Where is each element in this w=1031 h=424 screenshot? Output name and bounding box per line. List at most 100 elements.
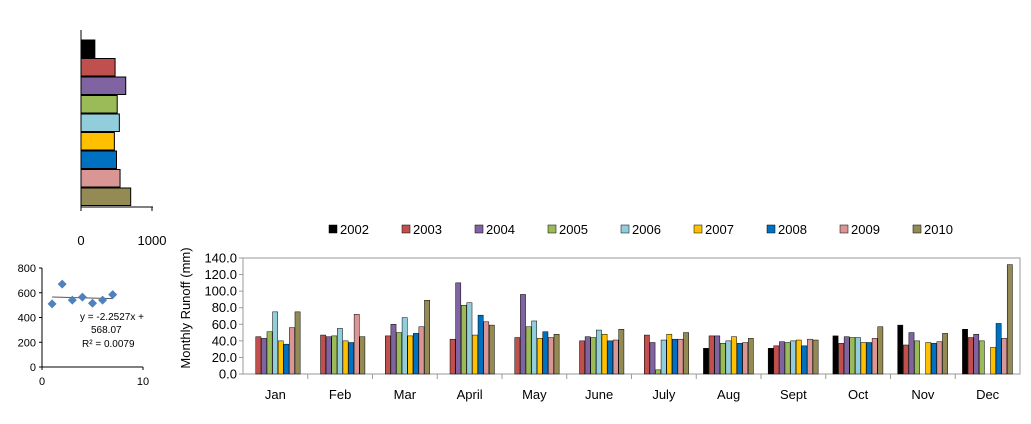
main-bar-July-2004 bbox=[649, 342, 656, 375]
main-bar-May-2008 bbox=[542, 331, 549, 375]
main-bar-June-2009 bbox=[612, 339, 619, 375]
main-bar-Feb-2009 bbox=[353, 314, 360, 375]
main-legend: 2002 2003 2004 2005 2006 2007 2008 2009 2010 bbox=[328, 222, 953, 237]
main-bar-Sept-2006 bbox=[790, 340, 797, 375]
main-y-tick-0: 0.0 bbox=[219, 367, 237, 382]
main-bar-Jan-2003 bbox=[255, 336, 262, 375]
main-bar-Feb-2003 bbox=[320, 334, 326, 375]
main-bar-Nov-2007 bbox=[925, 342, 932, 375]
scatter-y-tick-3: 600 bbox=[18, 288, 36, 300]
scatter-trend-chart: y = -2.2527x + 568.07 R² = 0.0079 0 200 40… bbox=[18, 263, 149, 388]
scatter-point-2 bbox=[57, 279, 67, 289]
main-bar-Mar-2004 bbox=[390, 324, 397, 375]
main-x-tick-Jan: Jan bbox=[265, 387, 286, 402]
main-bar-Sept-2002 bbox=[767, 348, 774, 375]
main-bar-Dec-2007 bbox=[990, 347, 996, 375]
main-bar-Feb-2010 bbox=[359, 336, 366, 375]
main-bar-Sept-2003 bbox=[773, 345, 780, 375]
main-bar-Jan-2010 bbox=[294, 311, 301, 375]
main-bar-Mar-2003 bbox=[385, 335, 391, 375]
main-bar-Dec-2003 bbox=[967, 337, 974, 375]
legend-swatch-2002 bbox=[328, 224, 338, 234]
scatter-y-tick-4: 800 bbox=[18, 263, 36, 275]
main-bar-Sept-2008 bbox=[801, 345, 808, 375]
main-bar-April-2003 bbox=[449, 338, 456, 375]
main-bar-Aug-2009 bbox=[742, 342, 749, 375]
main-bar-July-2010 bbox=[683, 332, 689, 375]
scatter-x-tick-1: 10 bbox=[137, 376, 149, 388]
main-y-axis-label: Monthly Runoff (mm) bbox=[178, 247, 193, 368]
main-bar-May-2010 bbox=[553, 333, 560, 375]
main-bar-July-2005 bbox=[655, 369, 661, 375]
main-bar-June-2010 bbox=[618, 329, 625, 375]
legend-swatch-2007 bbox=[693, 224, 703, 234]
main-bar-May-2009 bbox=[548, 337, 554, 375]
main-bar-April-2010 bbox=[488, 324, 495, 375]
main-bar-Dec-2004 bbox=[973, 333, 980, 375]
main-bar-Oct-2003 bbox=[838, 343, 844, 375]
main-y-tick-2: 40.0 bbox=[212, 333, 237, 348]
main-bar-Aug-2002 bbox=[703, 348, 709, 375]
main-bar-Aug-2005 bbox=[719, 343, 726, 375]
main-bar-Jan-2005 bbox=[266, 331, 273, 375]
scatter-equation-line-1: y = -2.2527x + bbox=[80, 312, 144, 323]
legend-label-2004: 2004 bbox=[486, 222, 515, 237]
monthly-runoff-chart: Monthly Runoff (mm) 0.020.040.060.080.01… bbox=[178, 247, 1021, 402]
main-bar-Sept-2004 bbox=[779, 341, 785, 375]
scatter-r2-label: R² = 0.0079 bbox=[82, 339, 135, 350]
main-bar-Sept-2007 bbox=[795, 339, 802, 375]
main-bar-May-2007 bbox=[536, 338, 543, 375]
hbar-bar-2006 bbox=[80, 113, 120, 132]
main-x-tick-Feb: Feb bbox=[329, 387, 351, 402]
main-bar-Aug-2003 bbox=[708, 335, 715, 375]
main-bar-Oct-2009 bbox=[871, 338, 878, 375]
main-bar-Oct-2006 bbox=[855, 337, 861, 375]
main-bar-Sept-2005 bbox=[784, 342, 791, 375]
main-y-tick-4: 80.0 bbox=[212, 300, 237, 315]
main-bar-April-2007 bbox=[472, 334, 478, 375]
main-bar-Aug-2010 bbox=[747, 338, 754, 375]
main-bar-July-2003 bbox=[644, 334, 650, 375]
main-bar-May-2004 bbox=[520, 294, 526, 375]
main-bar-Feb-2007 bbox=[342, 340, 349, 375]
main-bar-Mar-2008 bbox=[413, 333, 419, 375]
scatter-point-7 bbox=[108, 290, 118, 300]
scatter-y-tick-1: 200 bbox=[18, 337, 36, 349]
legend-swatch-2005 bbox=[547, 224, 557, 234]
legend-swatch-2006 bbox=[620, 224, 630, 234]
hbar-x-tick-1: 1000 bbox=[138, 233, 167, 248]
scatter-x-tick-0: 0 bbox=[39, 376, 45, 388]
main-bar-Mar-2007 bbox=[407, 335, 414, 375]
hbar-bar-2007 bbox=[80, 132, 115, 151]
hbar-bar-2002 bbox=[80, 39, 96, 58]
scatter-point-6 bbox=[98, 295, 108, 305]
main-bar-Mar-2006 bbox=[401, 317, 408, 375]
main-bar-Mar-2005 bbox=[396, 332, 402, 375]
main-bar-Nov-2003 bbox=[903, 344, 909, 375]
legend-label-2007: 2007 bbox=[705, 222, 734, 237]
annual-runoff-hbar-chart: 0 1000 bbox=[77, 30, 166, 248]
legend-label-2010: 2010 bbox=[924, 222, 953, 237]
main-x-tick-May: May bbox=[522, 387, 547, 402]
main-bar-April-2005 bbox=[460, 304, 467, 375]
main-bar-Dec-2008 bbox=[995, 323, 1002, 375]
main-bar-Oct-2007 bbox=[860, 342, 867, 375]
main-bar-June-2003 bbox=[579, 340, 585, 375]
main-bar-Feb-2008 bbox=[348, 342, 354, 375]
main-bar-Mar-2010 bbox=[424, 300, 430, 375]
main-bar-May-2005 bbox=[525, 326, 532, 375]
main-bar-Oct-2004 bbox=[843, 336, 850, 375]
scatter-y-tick-2: 400 bbox=[18, 313, 36, 325]
legend-label-2003: 2003 bbox=[413, 222, 442, 237]
main-bar-Mar-2009 bbox=[418, 326, 425, 375]
main-x-tick-Dec: Dec bbox=[976, 387, 1000, 402]
main-bar-June-2008 bbox=[607, 340, 613, 375]
hbar-bar-2010 bbox=[80, 187, 132, 206]
main-bar-May-2003 bbox=[514, 337, 521, 375]
main-bar-April-2004 bbox=[455, 282, 462, 375]
main-bar-Aug-2007 bbox=[731, 336, 737, 375]
scatter-point-4 bbox=[77, 292, 87, 302]
main-bar-Nov-2010 bbox=[942, 333, 948, 375]
main-bar-July-2006 bbox=[660, 339, 667, 375]
legend-swatch-2004 bbox=[474, 224, 484, 234]
